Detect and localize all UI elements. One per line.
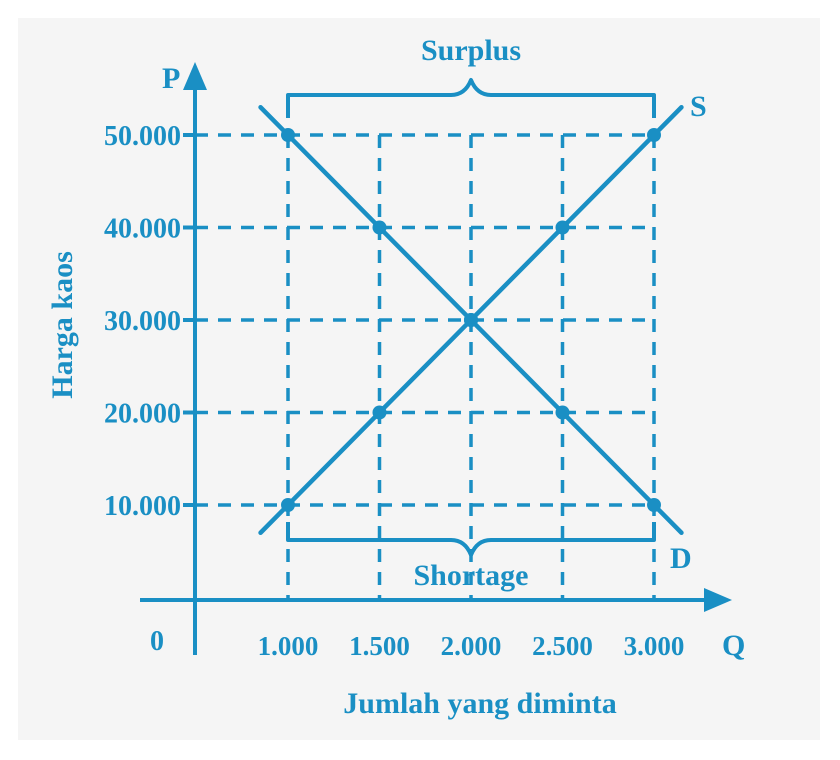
shortage-bracket — [286, 522, 656, 557]
shortage-label: Shortage — [414, 559, 529, 592]
y-axis-label: Harga kaos — [46, 251, 79, 399]
data-points — [281, 128, 661, 512]
brackets — [286, 78, 656, 557]
surplus-label: Surplus — [421, 34, 521, 67]
y-axis-symbol: P — [162, 62, 180, 95]
x-tick-label-3: 2.500 — [532, 631, 593, 661]
y-tick-label-4: 50.000 — [104, 121, 181, 152]
series-label-d: D — [670, 542, 692, 575]
point-d-0 — [281, 128, 295, 142]
y-tick-label-1: 20.000 — [104, 399, 181, 430]
y-axis-arrow — [183, 62, 207, 90]
point-d-2 — [464, 313, 478, 327]
point-s-4 — [647, 128, 661, 142]
y-tick-label-3: 40.000 — [104, 214, 181, 245]
point-d-4 — [647, 498, 661, 512]
x-tick-label-0: 1.000 — [258, 631, 319, 661]
x-axis-symbol: Q — [722, 629, 745, 662]
point-d-1 — [372, 220, 387, 235]
axes — [140, 62, 732, 655]
point-s-3 — [555, 220, 570, 235]
y-tick-label-2: 30.000 — [104, 306, 181, 337]
chart-background — [18, 18, 820, 740]
x-axis-label: Jumlah yang diminta — [343, 687, 616, 720]
y-tick-label-0: 10.000 — [104, 491, 181, 522]
x-tick-label-4: 3.000 — [624, 631, 685, 661]
x-axis-arrow — [704, 588, 732, 612]
series-label-s: S — [690, 90, 707, 123]
x-tick-label-1: 1.500 — [349, 631, 410, 661]
surplus-bracket — [286, 78, 656, 118]
point-d-3 — [555, 405, 570, 420]
grid-lines — [195, 133, 656, 600]
x-tick-label-2: 2.000 — [441, 631, 502, 661]
point-s-0 — [281, 498, 295, 512]
point-s-1 — [372, 405, 387, 420]
labels: P Q 0 Jumlah yang diminta Harga kaos S D… — [46, 34, 745, 720]
origin-label: 0 — [150, 626, 164, 657]
